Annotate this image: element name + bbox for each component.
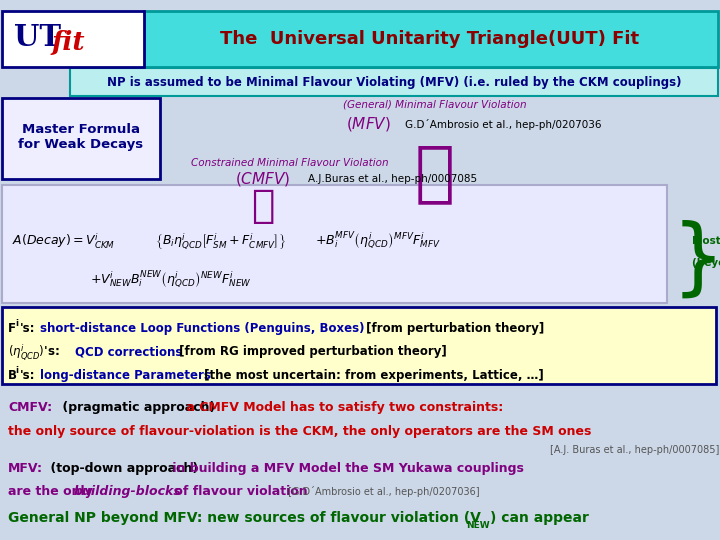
Text: UT: UT <box>14 23 61 52</box>
FancyBboxPatch shape <box>2 98 160 179</box>
Text: i: i <box>15 366 18 375</box>
Text: }: } <box>672 219 720 300</box>
Text: A.J.Buras et al., hep-ph/0007085: A.J.Buras et al., hep-ph/0007085 <box>308 174 477 184</box>
Text: a CMFV Model has to satisfy two constraints:: a CMFV Model has to satisfy two constrai… <box>182 401 503 414</box>
Text: F: F <box>8 322 16 335</box>
Text: $(MFV)$: $(MFV)$ <box>346 116 390 133</box>
Text: Master Formula
for Weak Decays: Master Formula for Weak Decays <box>19 123 143 151</box>
Text: [G.D´Ambrosio et al., hep-ph/0207036]: [G.D´Ambrosio et al., hep-ph/0207036] <box>285 486 480 497</box>
Text: (top-down approach): (top-down approach) <box>46 462 198 475</box>
Text: General NP beyond MFV: new sources of flavour violation (V: General NP beyond MFV: new sources of fl… <box>8 511 481 525</box>
Text: fit: fit <box>52 30 86 55</box>
FancyBboxPatch shape <box>144 20 304 58</box>
Text: $\left\{B_i\eta^i_{QCD}\left[F^i_{SM}+F^i_{CMFV}\right]\right\}$: $\left\{B_i\eta^i_{QCD}\left[F^i_{SM}+F^… <box>155 231 286 252</box>
FancyBboxPatch shape <box>2 185 667 303</box>
Text: [the most uncertain: from experiments, Lattice, …]: [the most uncertain: from experiments, L… <box>200 368 544 382</box>
FancyBboxPatch shape <box>144 11 718 67</box>
Text: NEW: NEW <box>466 522 490 530</box>
Text: ⏞: ⏞ <box>251 187 275 225</box>
Text: $(CMFV)$: $(CMFV)$ <box>235 170 291 188</box>
Text: of flavour violation: of flavour violation <box>170 485 307 498</box>
Text: B: B <box>8 368 17 382</box>
Text: building-blocks: building-blocks <box>74 485 182 498</box>
Text: [A.J. Buras et al., hep-ph/0007085]: [A.J. Buras et al., hep-ph/0007085] <box>550 445 719 455</box>
Text: (General) Minimal Flavour Violation: (General) Minimal Flavour Violation <box>343 99 527 109</box>
Text: G.D´Ambrosio et al., hep-ph/0207036: G.D´Ambrosio et al., hep-ph/0207036 <box>405 119 601 130</box>
Text: in building a MFV Model the SM Yukawa couplings: in building a MFV Model the SM Yukawa co… <box>168 462 524 475</box>
Text: Constrained Minimal Flavour Violation: Constrained Minimal Flavour Violation <box>192 158 389 168</box>
FancyBboxPatch shape <box>2 307 716 384</box>
Text: MFV:: MFV: <box>8 462 43 475</box>
FancyBboxPatch shape <box>70 69 718 97</box>
Text: the only source of flavour-violation is the CKM, the only operators are the SM o: the only source of flavour-violation is … <box>8 424 591 437</box>
Text: $(\eta^i_{QCD})$'s:: $(\eta^i_{QCD})$'s: <box>8 342 60 362</box>
Text: NP is assumed to be Minimal Flavour Violating (MFV) (i.e. ruled by the CKM coupl: NP is assumed to be Minimal Flavour Viol… <box>107 76 681 89</box>
Text: [from perturbation theory]: [from perturbation theory] <box>362 322 544 335</box>
Text: ⏞: ⏞ <box>415 140 455 206</box>
Text: are the only: are the only <box>8 485 97 498</box>
FancyBboxPatch shape <box>2 11 144 67</box>
Text: $A(Decay) = V^i_{CKM}$: $A(Decay) = V^i_{CKM}$ <box>12 232 115 251</box>
Text: long-distance Parameters: long-distance Parameters <box>40 368 211 382</box>
Text: ) can appear: ) can appear <box>490 511 589 525</box>
Text: $+V^i_{NEW}B^{NEW}_i\left(\eta^i_{QCD}\right)^{NEW}F^i_{NEW}$: $+V^i_{NEW}B^{NEW}_i\left(\eta^i_{QCD}\r… <box>90 269 251 291</box>
Text: $+B^{MFV}_i\left(\eta^i_{QCD}\right)^{MFV}F^i_{MFV}$: $+B^{MFV}_i\left(\eta^i_{QCD}\right)^{MF… <box>315 231 441 252</box>
Text: CMFV:: CMFV: <box>8 401 52 414</box>
Text: 's:: 's: <box>20 322 35 335</box>
Text: i: i <box>15 319 18 328</box>
Text: [from RG improved perturbation theory]: [from RG improved perturbation theory] <box>175 345 446 358</box>
Text: The  Universal Unitarity Triangle(UUT) Fit: The Universal Unitarity Triangle(UUT) Fi… <box>220 30 639 48</box>
Text: 's:: 's: <box>20 368 35 382</box>
Text: QCD corrections: QCD corrections <box>75 345 182 358</box>
Text: short-distance Loop Functions (Penguins, Boxes): short-distance Loop Functions (Penguins,… <box>40 322 364 335</box>
Text: (beyond MFV): (beyond MFV) <box>692 258 720 268</box>
Text: Most General NP: Most General NP <box>692 236 720 246</box>
Text: (pragmatic approach): (pragmatic approach) <box>58 401 215 414</box>
